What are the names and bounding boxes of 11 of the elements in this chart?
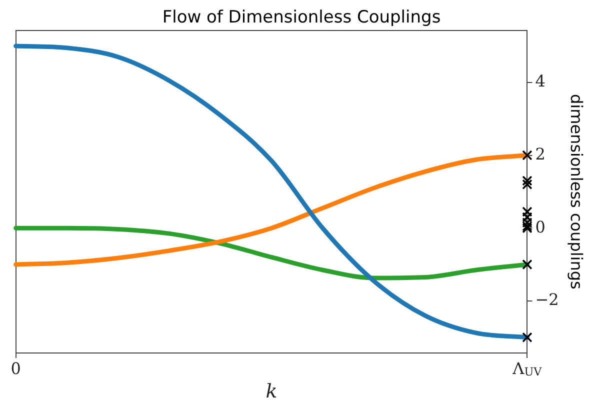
y-tick-label: 4 [535,72,546,91]
line-series [14,44,530,340]
y-tick-label: 0 [535,217,546,236]
line-series [14,226,530,280]
y-tick-label: 2 [535,144,546,164]
x-axis-title: k [266,380,278,402]
y-tick-label: −2 [535,290,559,310]
y-axis-title: dimensionless couplings [567,94,586,290]
x-tick-label: ΛUV [512,359,543,378]
chart-title: Flow of Dimensionless Couplings [162,8,441,28]
line-series [14,153,530,267]
